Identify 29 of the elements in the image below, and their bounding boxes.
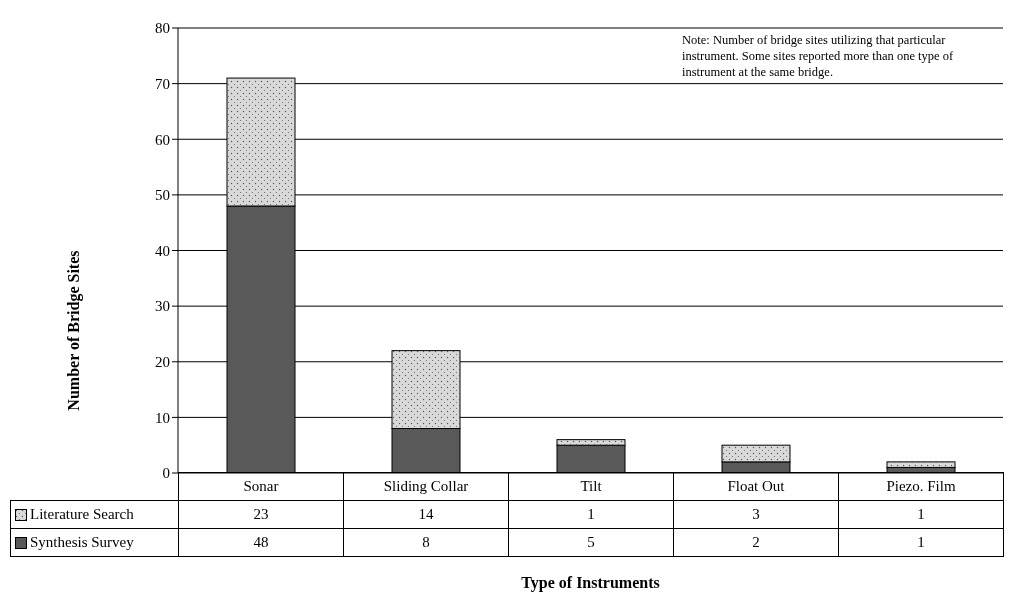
y-tick-label: 50: [155, 187, 170, 204]
data-label: 1: [508, 500, 674, 529]
data-label: 8: [343, 528, 509, 557]
y-tick-label: 0: [162, 465, 170, 482]
y-tick-label: 70: [155, 75, 170, 92]
data-label: 3: [673, 500, 839, 529]
data-label: 1: [838, 500, 1004, 529]
y-tick-label: 80: [155, 20, 170, 37]
y-tick-label: 40: [155, 242, 170, 259]
y-axis-title: Number of Bridge Sites: [64, 250, 83, 411]
x-tick-label: Sonar: [178, 472, 344, 501]
data-label: 2: [673, 528, 839, 557]
y-tick-label: 20: [155, 354, 170, 371]
x-tick-label: Tilt: [508, 472, 674, 501]
data-label: 5: [508, 528, 674, 557]
legend-label: Literature Search: [10, 500, 179, 529]
data-label: 14: [343, 500, 509, 529]
data-label: 48: [178, 528, 344, 557]
y-tick-label: 60: [155, 131, 170, 148]
x-tick-label: Float Out: [673, 472, 839, 501]
y-tick-label: 10: [155, 409, 170, 426]
x-tick-label: Piezo. Film: [838, 472, 1004, 501]
data-label: 23: [178, 500, 344, 529]
x-tick-label: Sliding Collar: [343, 472, 509, 501]
annotation: Note: Number of bridge sites utilizing that particular instrument. Some sites reported more than one type of instrument at the same bridge.: [681, 32, 955, 80]
data-label: 1: [838, 528, 1004, 557]
x-axis-title: Type of Instruments: [520, 574, 661, 592]
legend-label: Synthesis Survey: [10, 528, 179, 557]
y-tick-label: 30: [155, 298, 170, 315]
